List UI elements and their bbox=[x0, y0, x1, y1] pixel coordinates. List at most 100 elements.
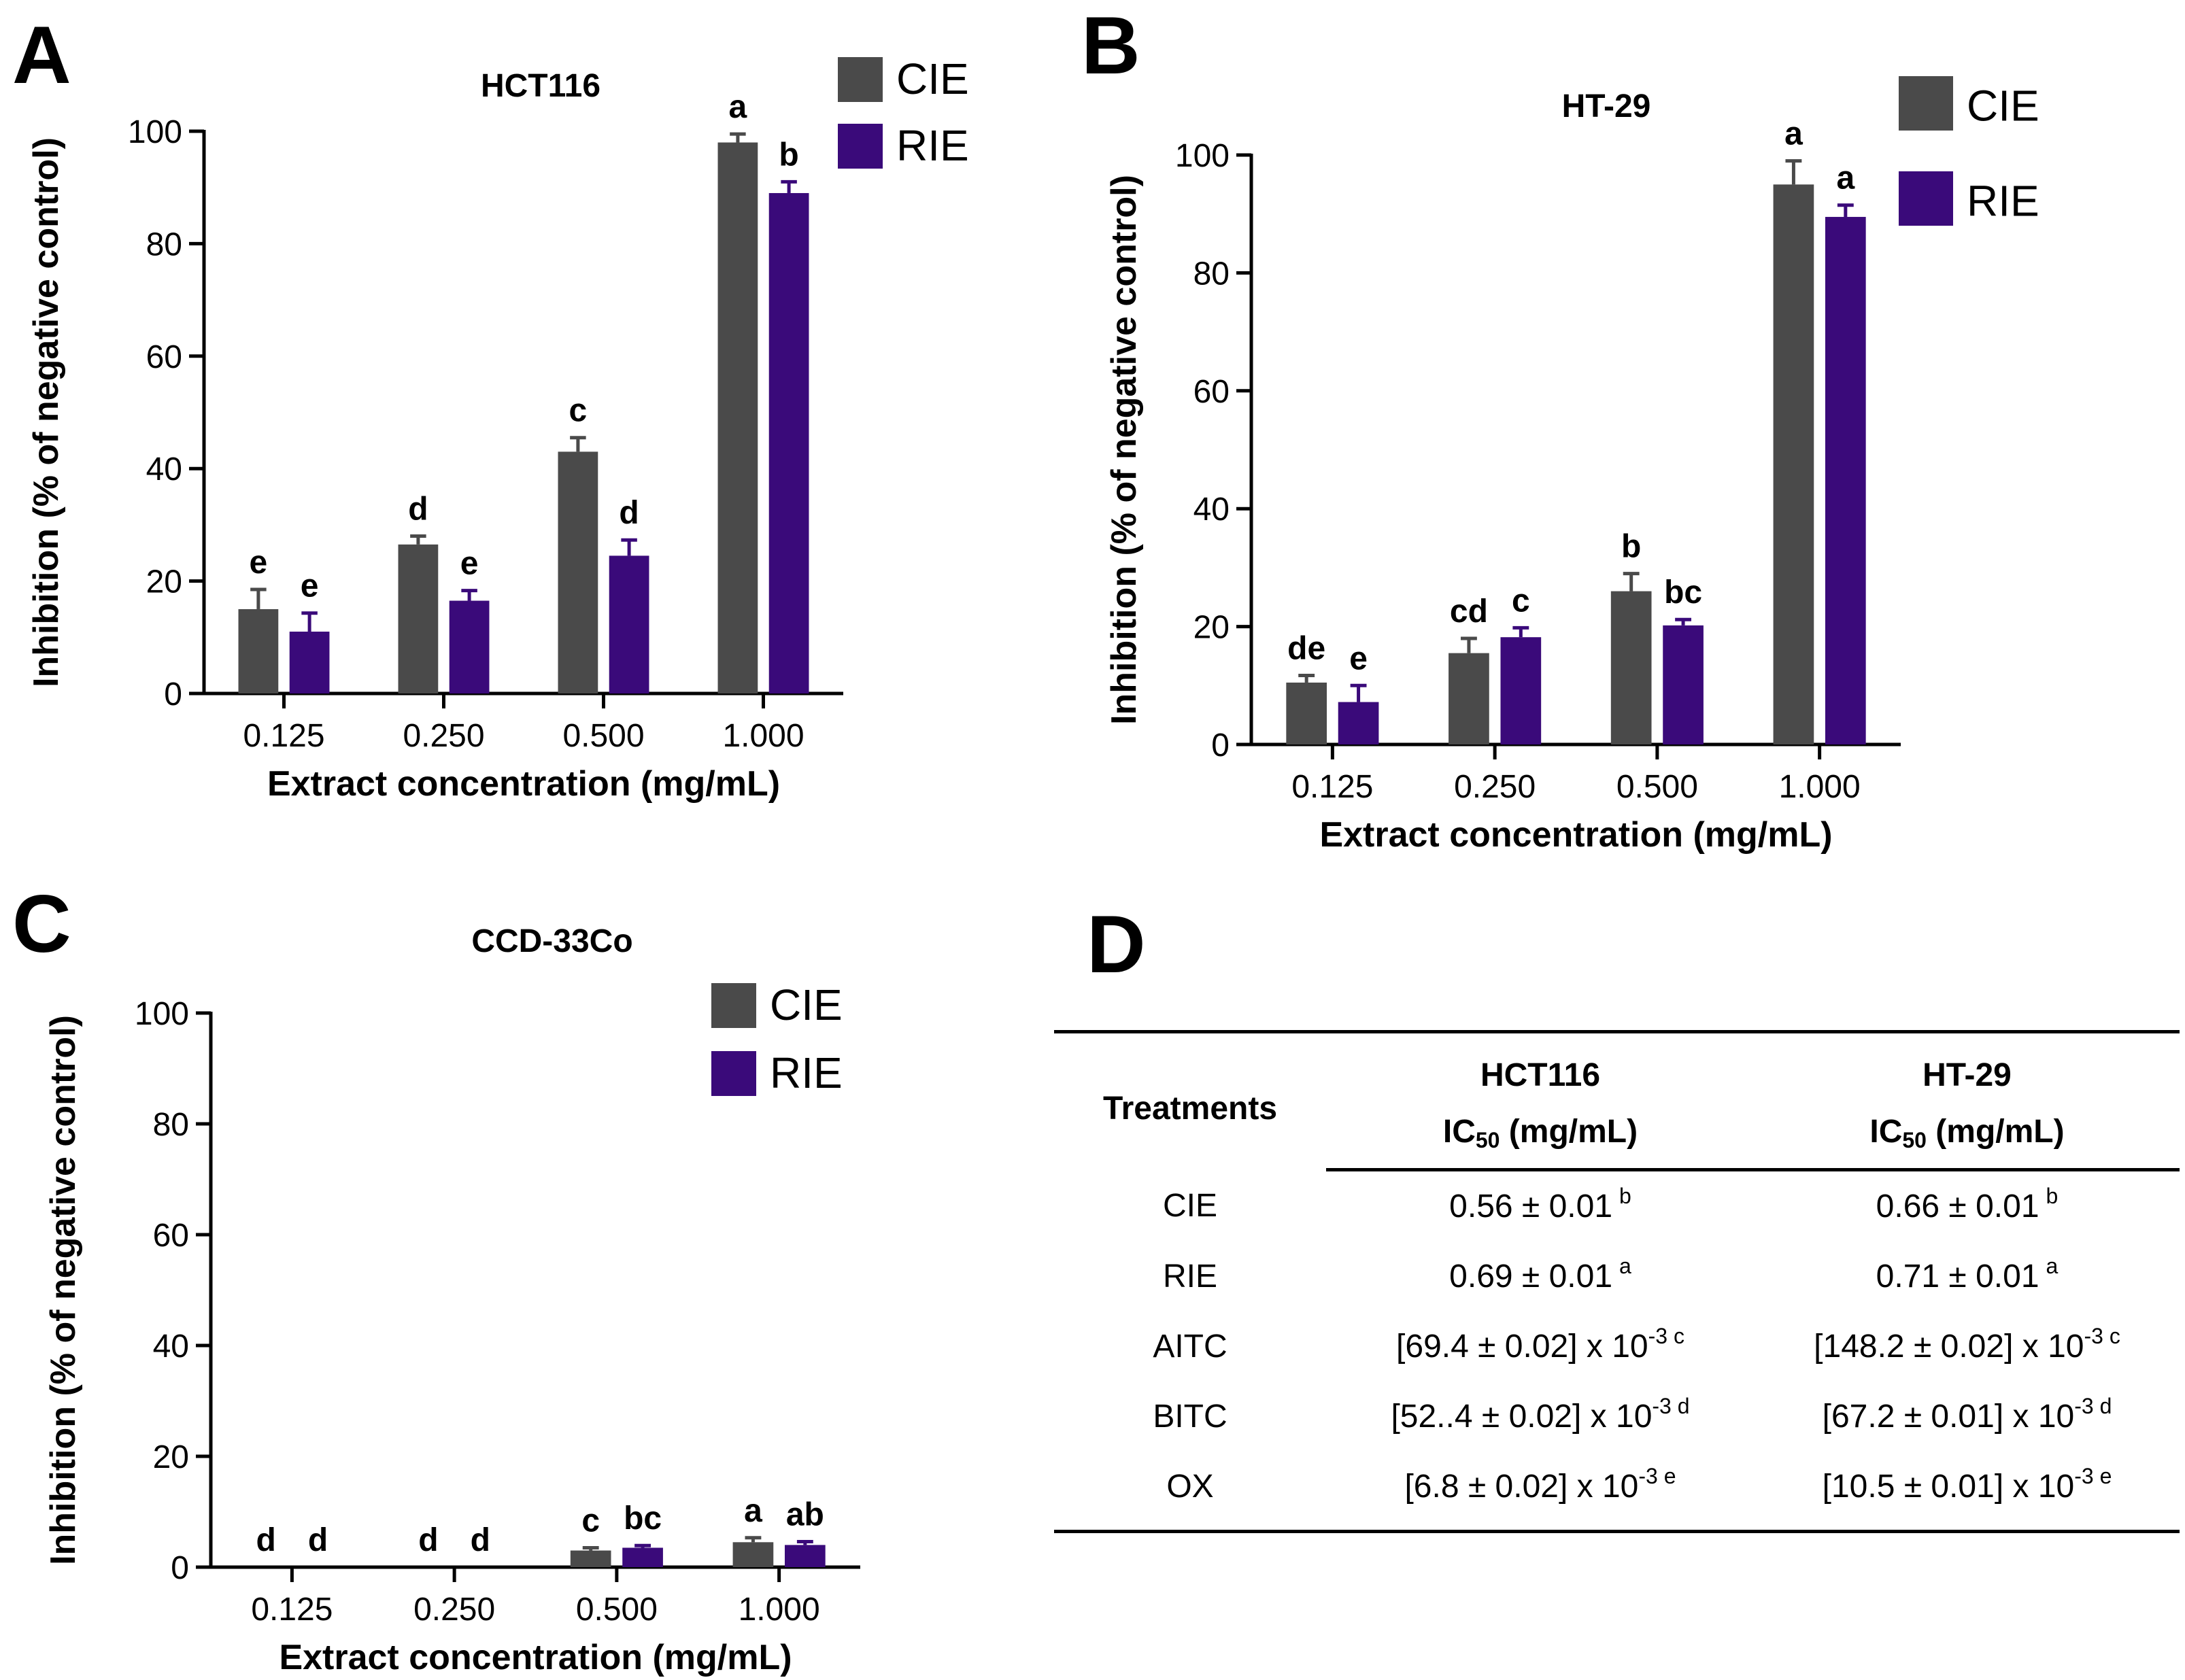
panel-letter-c: C bbox=[12, 878, 71, 970]
chart-title: CCD-33Co bbox=[471, 923, 632, 959]
chart-title: HCT116 bbox=[481, 68, 600, 104]
significance-label: d bbox=[256, 1522, 276, 1558]
bar-rie bbox=[449, 600, 490, 693]
y-tick-label: 40 bbox=[153, 1328, 189, 1365]
chart-c-ccd33co: CCD-33Co 0 20 40 60 80 100 Inhibition (% of neg… bbox=[44, 923, 860, 1677]
bar-cie bbox=[1610, 591, 1652, 744]
significance-label: a bbox=[1784, 116, 1803, 152]
bar-cie bbox=[717, 142, 758, 694]
treatment-name: AITC bbox=[1153, 1328, 1227, 1365]
bar-rie bbox=[1825, 217, 1866, 744]
y-tick-label: 100 bbox=[135, 996, 189, 1032]
ic50-value-ht29: [10.5 ± 0.01] x 10-3 e bbox=[1755, 1452, 2180, 1533]
significance-label: a bbox=[744, 1493, 762, 1529]
bar-cie bbox=[732, 1542, 774, 1567]
significance-label: bc bbox=[1664, 575, 1702, 611]
y-tick-label: 80 bbox=[1193, 256, 1230, 292]
x-tick-label: 0.250 bbox=[1454, 769, 1536, 805]
header-ic50-ht29: IC50 (mg/mL) bbox=[1755, 1103, 2180, 1171]
y-tick-label: 60 bbox=[146, 339, 182, 375]
ic50-value-ht29: [67.2 ± 0.01] x 10-3 d bbox=[1822, 1394, 2112, 1435]
legend-label-cie: CIE bbox=[896, 54, 969, 103]
ic50-value-ht29: 0.71 ± 0.01 a bbox=[1876, 1254, 2059, 1295]
ic50-value-ht29: [148.2 ± 0.02] x 10-3 c bbox=[1814, 1324, 2120, 1365]
y-tick-label: 20 bbox=[1193, 610, 1230, 646]
panel-letter-d: D bbox=[1087, 899, 1146, 990]
y-tick-label: 60 bbox=[153, 1218, 189, 1254]
significance-label: a bbox=[1836, 160, 1854, 196]
legend-swatch-cie bbox=[1899, 76, 1953, 131]
treatment-name: OX bbox=[1054, 1452, 1326, 1533]
treatment-name: RIE bbox=[1162, 1258, 1217, 1295]
significance-label: c bbox=[1512, 583, 1530, 619]
x-tick-label: 0.500 bbox=[562, 718, 644, 754]
legend-swatch-cie bbox=[711, 983, 756, 1028]
significance-label: de bbox=[1287, 631, 1325, 667]
y-tick-label: 80 bbox=[153, 1107, 189, 1143]
legend-label-cie: CIE bbox=[1967, 82, 2039, 131]
x-axis-label: Extract concentration (mg/mL) bbox=[279, 1638, 792, 1677]
header-hct116: HCT116 bbox=[1326, 1030, 1755, 1103]
x-tick-label: 1.000 bbox=[739, 1592, 820, 1628]
y-tick-label: 20 bbox=[153, 1439, 189, 1475]
bar-rie bbox=[289, 632, 330, 693]
significance-label: d bbox=[418, 1522, 438, 1558]
chart-a-hct116: HCT116 0 20 40 60 80 100 Inhibition (% of negat… bbox=[27, 54, 969, 804]
ic50-value-hct116: [52..4 ± 0.02] x 10-3 d bbox=[1391, 1394, 1690, 1435]
header-ht29: HT-29 bbox=[1755, 1030, 2180, 1103]
significance-label: d bbox=[471, 1522, 490, 1558]
legend-label-cie: CIE bbox=[770, 980, 843, 1029]
x-tick-label: 1.000 bbox=[722, 718, 804, 754]
x-tick-label: 0.125 bbox=[1291, 769, 1373, 805]
ic50-value-hct116: [69.4 ± 0.02] x 10-3 c bbox=[1396, 1324, 1684, 1365]
x-axis-label: Extract concentration (mg/mL) bbox=[267, 764, 780, 804]
y-axis-label: Inhibition (% of negative control) bbox=[1104, 175, 1144, 725]
bar-rie bbox=[622, 1547, 663, 1567]
y-tick-label: 40 bbox=[1193, 492, 1230, 528]
header-ic50-hct116: IC50 (mg/mL) bbox=[1326, 1103, 1755, 1171]
header-treatments: Treatments bbox=[1054, 1030, 1326, 1170]
ic50-value-hct116: 0.69 ± 0.01 a bbox=[1449, 1254, 1631, 1295]
significance-label: a bbox=[729, 89, 747, 125]
bar-cie bbox=[570, 1550, 611, 1567]
bar-rie bbox=[768, 192, 809, 694]
bar-cie bbox=[558, 451, 598, 693]
significance-label: b bbox=[779, 137, 798, 173]
x-axis-label: Extract concentration (mg/mL) bbox=[1319, 815, 1832, 855]
bar-cie bbox=[1449, 653, 1489, 744]
bar-rie bbox=[1663, 625, 1704, 744]
bar-rie bbox=[609, 555, 649, 693]
y-tick-label: 100 bbox=[128, 114, 182, 150]
bar-rie bbox=[784, 1545, 826, 1567]
x-tick-label: 1.000 bbox=[1779, 769, 1861, 805]
ic50-value-hct116: 0.56 ± 0.01 b bbox=[1449, 1184, 1631, 1224]
ic50-value-hct116: [6.8 ± 0.02] x 10-3 e bbox=[1326, 1452, 1755, 1533]
x-tick-label: 0.500 bbox=[1616, 769, 1698, 805]
bar-cie bbox=[398, 544, 439, 693]
treatment-name: BITC bbox=[1153, 1399, 1227, 1435]
significance-label: bc bbox=[624, 1501, 662, 1537]
bar-cie bbox=[1286, 682, 1327, 744]
table-row: CIE 0.56 ± 0.01 b 0.66 ± 0.01 b bbox=[1054, 1170, 2180, 1242]
y-tick-label: 20 bbox=[146, 564, 182, 600]
significance-label: d bbox=[408, 491, 428, 527]
significance-label: ab bbox=[786, 1497, 824, 1533]
legend-swatch-rie bbox=[838, 124, 883, 169]
y-tick-label: 100 bbox=[1175, 138, 1230, 174]
significance-label: e bbox=[301, 568, 319, 604]
table-row: OX [6.8 ± 0.02] x 10-3 e [10.5 ± 0.01] x… bbox=[1054, 1452, 2180, 1533]
chart-title: HT-29 bbox=[1562, 88, 1651, 124]
table-row: BITC [52..4 ± 0.02] x 10-3 d [67.2 ± 0.0… bbox=[1054, 1382, 2180, 1452]
significance-label: e bbox=[460, 546, 479, 582]
legend-label-rie: RIE bbox=[1967, 177, 2039, 226]
panel-letter-b: B bbox=[1081, 0, 1140, 91]
y-axis-label: Inhibition (% of negative control) bbox=[44, 1015, 83, 1565]
significance-label: d bbox=[308, 1522, 328, 1558]
ic50-table: Treatments HCT116 HT-29 IC50 (mg/mL) IC5… bbox=[1054, 1030, 2180, 1533]
significance-label: e bbox=[250, 545, 268, 581]
x-tick-label: 0.500 bbox=[576, 1592, 658, 1628]
significance-label: b bbox=[1621, 529, 1641, 565]
x-tick-label: 0.250 bbox=[413, 1592, 495, 1628]
y-tick-label: 60 bbox=[1193, 374, 1230, 410]
